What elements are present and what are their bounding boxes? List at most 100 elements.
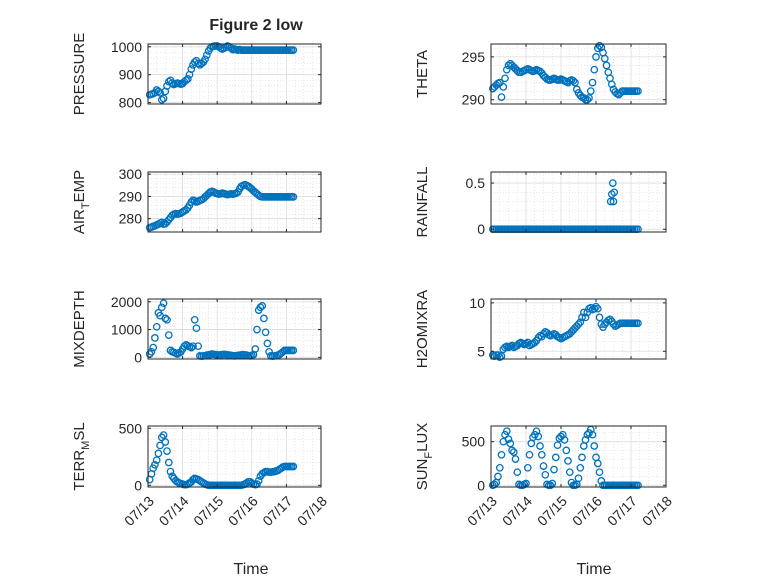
subplot-rainfall: 0 0.5 RAINFALL [414,167,667,237]
subplot-airemp: 280 290 300 AIRTEMP [71,166,322,234]
subplot-pressure: 800 900 1000 PRESSURE [71,33,322,116]
data-point [546,481,555,490]
data-point [164,331,173,339]
axes-box [490,171,667,233]
data-point [569,77,578,85]
data-point [539,329,548,338]
data-point [258,302,267,310]
data-point [551,453,560,462]
data-point [194,342,203,351]
y-tick-label: 900 [119,67,143,83]
y-tick-label: 10 [469,295,485,311]
data-point [192,324,201,333]
data-point [550,465,558,474]
axes-box [147,425,322,488]
y-tick-label: 1000 [111,39,142,55]
data-point [590,65,599,74]
data-point [161,314,170,323]
data-point [578,313,586,322]
data-point [574,320,583,329]
y-tick-label: 0 [477,477,485,493]
data-point [157,95,166,104]
data-point [583,95,592,104]
data-point [157,303,166,312]
subplot-theta: 290 295 THETA [414,41,667,108]
y-axis-label: MIXDEPTH [71,290,88,368]
data-point [578,453,586,462]
data-point [163,447,171,455]
data-point [590,442,599,450]
data-point [154,449,163,458]
x-axis-label-right: Time [577,561,612,578]
y-axis-label: AIRTEMP [71,170,92,234]
y-tick-label: 290 [119,188,143,204]
y-tick-label: 500 [119,420,143,436]
data-point [537,450,546,459]
data-point [151,460,159,469]
data-point [534,432,543,441]
data-point [189,475,197,484]
y-tick-label: 290 [462,92,486,108]
data-point [263,339,272,348]
data-point [152,322,161,331]
data-point [523,463,532,472]
data-point [595,313,604,322]
data-point [634,481,642,490]
data-point [590,304,599,313]
data-point [502,65,511,74]
y-axis-label: PRESSURE [71,33,88,116]
y-tick-label: 2000 [111,294,142,310]
data-point [593,459,602,468]
data-point [502,427,511,436]
data-point [494,472,502,481]
data-point [634,319,642,328]
data-point [289,46,298,54]
data-point [183,75,192,83]
x-tick-label: 07/18 [639,493,675,529]
x-tick-label: 07/16 [225,493,261,529]
data-point [189,342,197,351]
data-point [159,94,168,103]
data-point [586,303,595,312]
data-point [508,341,516,350]
data-point [157,218,166,227]
x-tick-label: 07/15 [190,493,226,529]
data-point [289,346,298,355]
data-point [182,76,190,85]
data-point [159,431,168,439]
data-point [194,59,203,68]
data-point [609,197,618,206]
data-point [499,83,508,91]
x-tick-label: 07/13 [121,493,157,529]
data-point [592,53,600,61]
data-point [574,474,583,483]
data-point [608,179,617,187]
axes-box [147,43,322,105]
data-point [501,74,509,83]
y-tick-label: 300 [119,166,143,182]
data-point [588,430,597,439]
data-point [202,51,211,60]
data-point [156,88,164,97]
data-point [595,468,604,477]
data-point [187,343,196,352]
data-point [495,463,504,472]
data-point [256,303,265,312]
data-point [166,467,175,476]
x-tick-label: 07/14 [156,493,192,529]
data-point [513,468,522,477]
y-tick-label: 0 [134,477,142,493]
data-point [164,458,173,467]
data-point [558,430,567,439]
data-point [576,463,585,472]
y-tick-label: 5 [477,343,485,359]
y-tick-label: 1000 [111,322,142,338]
data-point [497,93,506,101]
axes-box [147,298,322,360]
data-point [553,441,562,450]
y-tick-label: 280 [119,211,143,227]
